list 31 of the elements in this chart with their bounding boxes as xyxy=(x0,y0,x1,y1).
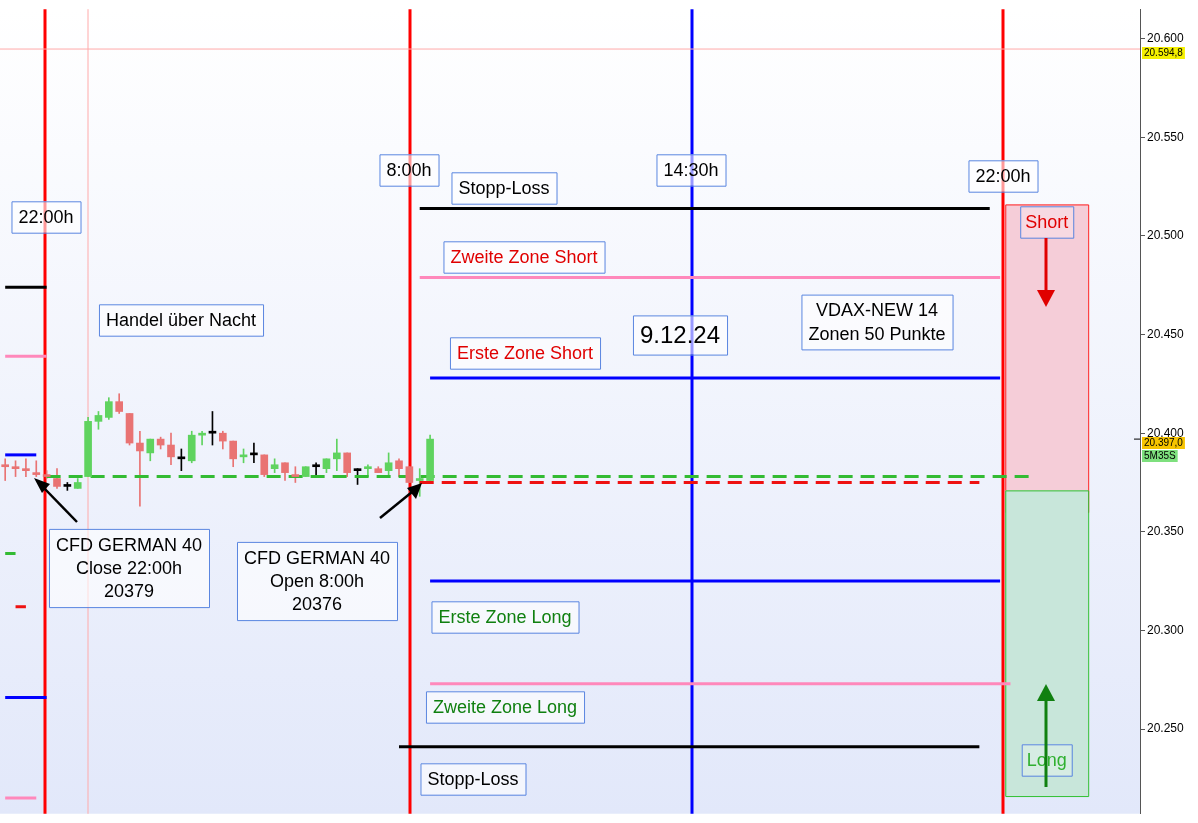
candlestick xyxy=(136,430,144,507)
band-label: Short xyxy=(1025,211,1069,232)
ref-line-label: 20.594,8 xyxy=(1144,46,1184,58)
annotation: Erste Zone Short xyxy=(456,342,594,363)
candlestick xyxy=(32,460,41,477)
candlestick xyxy=(22,458,30,477)
annotation: Zweite Zone Short xyxy=(450,246,598,267)
ref-line-label: 20.397,0 xyxy=(1144,436,1184,448)
y-tick-label: 20.500 xyxy=(1147,228,1185,243)
y-tick-label: 20.600 xyxy=(1147,31,1185,46)
y-tick-label: 20.550 xyxy=(1147,129,1185,144)
annotation: 14:30h xyxy=(663,159,719,180)
annotation: VDAX-NEW 14 Zonen 50 Punkte xyxy=(808,300,946,344)
annotation: 22:00h xyxy=(975,165,1031,186)
annotation: Zweite Zone Long xyxy=(432,696,578,717)
annotation: 9.12.24 xyxy=(639,320,721,348)
annotation: 8:00h xyxy=(386,159,432,180)
text: 5M35S xyxy=(1144,449,1177,461)
annotation: CFD GERMAN 40 Open 8:00h 20376 xyxy=(243,547,391,615)
candlestick xyxy=(332,438,341,471)
candlestick xyxy=(1,458,10,481)
y-tick-label: 20.350 xyxy=(1147,524,1185,539)
annotation: 22:00h xyxy=(18,206,74,227)
annotation: Stopp-Loss xyxy=(458,177,550,198)
annotation: Handel über Nacht xyxy=(105,309,257,330)
annotation: CFD GERMAN 40 Close 22:00h 20379 xyxy=(55,534,203,602)
annotation: Erste Zone Long xyxy=(438,606,572,627)
y-tick-label: 20.450 xyxy=(1147,326,1185,341)
y-tick-label: 20.300 xyxy=(1147,622,1185,637)
annotation: Stopp-Loss xyxy=(427,768,519,789)
y-tick-label: 20.250 xyxy=(1147,721,1185,736)
